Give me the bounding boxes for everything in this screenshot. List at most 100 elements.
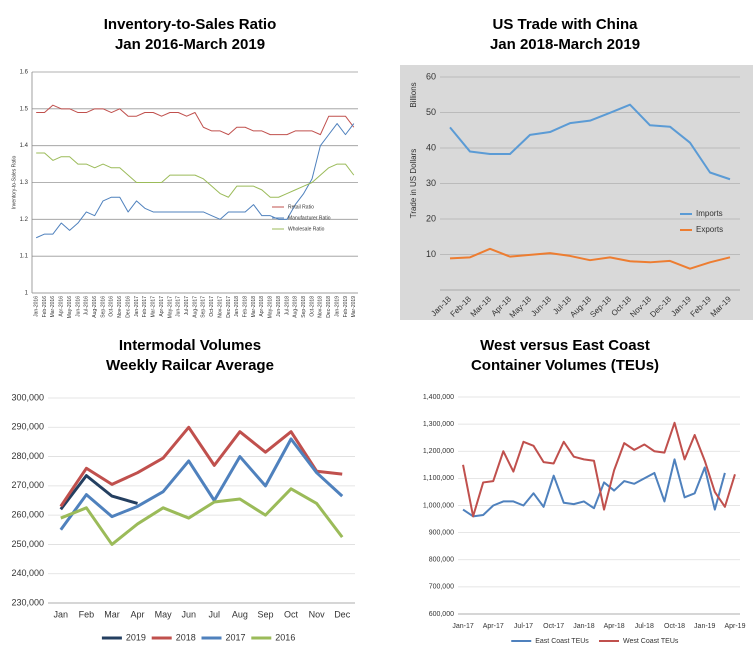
chart-title: Intermodal Volumes	[119, 337, 261, 354]
x-tick-label: Aug-2017	[192, 296, 198, 318]
series-line	[59, 425, 343, 508]
x-tick-label: Apr-2018	[259, 296, 265, 317]
x-tick-label: Jan-2019	[334, 296, 340, 317]
x-tick-label: Jan-2018	[234, 296, 240, 317]
chart-title: West versus East Coast	[480, 337, 650, 354]
x-tick-label: Jul	[209, 609, 221, 619]
y-tick-label: 230,000	[11, 597, 44, 607]
x-tick-label: Jan-19	[694, 623, 716, 630]
y-tick-label: 1.2	[20, 217, 29, 223]
y-tick-label: 1.1	[20, 254, 29, 260]
chart-subtitle: Container Volumes (TEUs)	[471, 357, 659, 374]
x-tick-label: Apr-17	[483, 623, 504, 630]
x-tick-label: Dec	[334, 609, 351, 619]
y-tick-label: 60	[426, 71, 436, 81]
x-tick-label: Mar-2016	[50, 296, 56, 318]
x-tick-label: Jan-18	[573, 623, 595, 630]
x-tick-label: Apr-2016	[59, 296, 65, 317]
y-tick-label: 250,000	[11, 539, 44, 549]
x-tick-label: Jan-2017	[134, 296, 140, 317]
y-tick-label: 1.3	[20, 180, 29, 186]
y-tick-label: 240,000	[11, 568, 44, 578]
x-tick-label: Jun-2017	[176, 296, 182, 317]
x-tick-label: Nov-2018	[318, 296, 324, 318]
x-tick-label: May-2016	[67, 296, 73, 318]
y-tick-label: 300,000	[11, 392, 44, 402]
x-tick-label: Apr-2017	[159, 296, 165, 317]
x-tick-label: Oct	[284, 609, 299, 619]
y-tick-label: 30	[426, 178, 436, 188]
y-tick-label: 260,000	[11, 510, 44, 520]
series-line	[462, 421, 736, 518]
chart-title: US Trade with China	[492, 16, 638, 33]
x-tick-label: Feb	[79, 609, 95, 619]
y-tick-label: 800,000	[429, 557, 454, 564]
x-tick-label: Nov-2017	[217, 296, 223, 318]
series-line	[449, 103, 731, 181]
legend-label: 2018	[176, 632, 196, 642]
x-tick-label: Nov	[309, 609, 326, 619]
x-tick-label: Feb-2016	[42, 296, 48, 318]
chart-subtitle: Jan 2018-March 2019	[490, 36, 640, 53]
legend-label: 2017	[226, 632, 246, 642]
x-tick-label: Oct-2018	[309, 296, 315, 317]
x-tick-label: Oct-18	[664, 623, 685, 630]
series-line	[60, 487, 344, 546]
y-tick-label: 900,000	[429, 529, 454, 536]
y-tick-label: 1.4	[20, 143, 29, 149]
x-tick-label: Apr-18	[604, 623, 625, 630]
x-tick-label: Oct-17	[543, 623, 564, 630]
series-line	[59, 437, 344, 531]
x-tick-label: Jan-17	[452, 623, 474, 630]
y-tick-label: 10	[426, 249, 436, 259]
series-line	[36, 104, 355, 136]
legend-label: East Coast TEUs	[535, 638, 589, 645]
x-tick-label: Aug	[232, 609, 248, 619]
x-tick-label: Sep-2016	[100, 296, 106, 318]
x-tick-label: Jun	[181, 609, 196, 619]
legend-label: Retail Ratio	[288, 204, 314, 210]
x-tick-label: Apr	[131, 609, 145, 619]
x-tick-label: Dec-2017	[226, 296, 232, 318]
legend-label: 2016	[275, 632, 295, 642]
x-tick-label: Jul-2018	[284, 296, 290, 315]
y-tick-label: 1.5	[20, 106, 29, 112]
y-tick-label: 270,000	[11, 480, 44, 490]
x-tick-label: Feb-2019	[343, 296, 349, 318]
x-tick-label: Jan	[54, 609, 69, 619]
chart-subtitle: Weekly Railcar Average	[106, 357, 274, 374]
legend-label: Imports	[696, 209, 723, 218]
chart-title: Inventory-to-Sales Ratio	[104, 16, 277, 33]
y-tick-label: 280,000	[11, 451, 44, 461]
x-tick-label: Mar-2018	[251, 296, 257, 318]
x-tick-label: Dec-2018	[326, 296, 332, 318]
x-tick-label: Nov-2016	[117, 296, 123, 318]
y-tick-label: 1,400,000	[423, 394, 454, 401]
series-line	[59, 474, 138, 511]
x-tick-label: Mar-2019	[351, 296, 357, 318]
x-tick-label: Jan-2016	[34, 296, 40, 317]
chart-subtitle: Jan 2016-March 2019	[115, 36, 265, 53]
x-tick-label: Jul-18	[635, 623, 654, 630]
series-line	[462, 458, 726, 518]
series-line	[449, 247, 731, 270]
x-tick-label: Sep-2017	[201, 296, 207, 318]
panel-background	[400, 65, 753, 320]
legend-label: Manufacturer Ratio	[288, 215, 331, 221]
y-axis-unit: Billions	[409, 82, 418, 107]
series-line	[35, 123, 355, 239]
y-tick-label: 40	[426, 142, 436, 152]
x-tick-label: Aug-2016	[92, 296, 98, 318]
legend-label: 2019	[126, 632, 146, 642]
series-line	[36, 152, 355, 198]
x-tick-label: Dec-2016	[125, 296, 131, 318]
x-tick-label: Mar-2017	[151, 296, 157, 318]
x-tick-label: Jul-2017	[184, 296, 190, 315]
x-tick-label: Apr-19	[724, 623, 745, 630]
y-tick-label: 600,000	[429, 611, 454, 618]
y-tick-label: 1,300,000	[423, 421, 454, 428]
y-axis-label: Inventory-to-Sales Ratio	[11, 155, 17, 209]
y-tick-label: 1,200,000	[423, 448, 454, 455]
y-tick-label: 1.6	[20, 70, 29, 76]
y-tick-label: 1	[25, 291, 29, 297]
